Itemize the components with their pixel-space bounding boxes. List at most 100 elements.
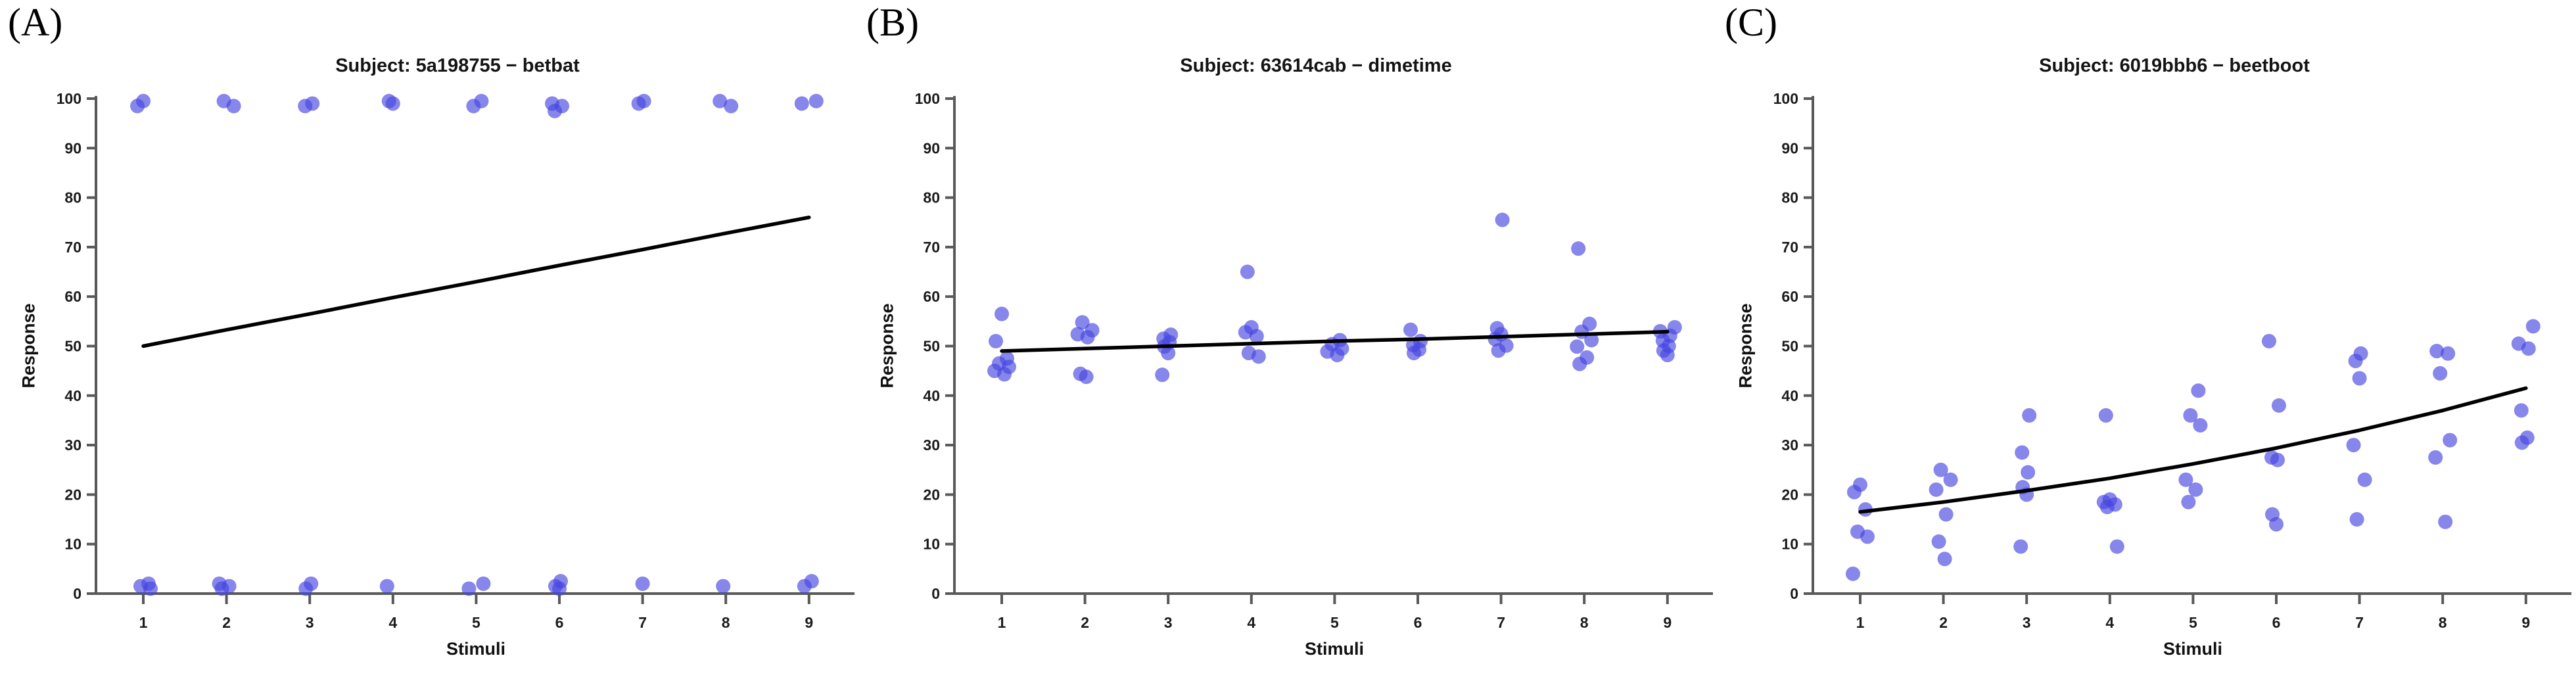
scatter-point xyxy=(2188,482,2203,497)
x-tick-label: 3 xyxy=(1164,614,1173,631)
y-tick-label: 40 xyxy=(64,387,82,404)
scatter-point xyxy=(2269,517,2283,532)
x-tick-label: 3 xyxy=(2023,614,2031,631)
scatter-point xyxy=(385,96,400,111)
scatter-point xyxy=(2357,472,2372,487)
panel-b-title: Subject: 63614cab − dimetime xyxy=(1180,55,1452,76)
x-tick-label: 1 xyxy=(998,614,1006,631)
scatter-point xyxy=(1584,333,1599,348)
scatter-point xyxy=(1938,507,1954,522)
x-tick-label: 5 xyxy=(2189,614,2197,631)
scatter-point xyxy=(2022,408,2037,423)
scatter-point xyxy=(2433,365,2448,381)
y-tick-label: 90 xyxy=(1781,139,1798,156)
y-tick-label: 80 xyxy=(1781,189,1798,206)
y-tick-label: 50 xyxy=(1781,338,1798,355)
scatter-point xyxy=(2346,438,2361,453)
y-tick-label: 70 xyxy=(1781,239,1798,256)
x-tick-label: 3 xyxy=(306,614,314,631)
scatter-point xyxy=(1491,343,1506,358)
scatter-point xyxy=(1155,367,1170,383)
y-tick-label: 100 xyxy=(915,90,940,107)
x-tick-label: 1 xyxy=(139,614,148,631)
x-tick-label: 8 xyxy=(1580,614,1589,631)
y-tick-label: 50 xyxy=(64,338,82,355)
scatter-point xyxy=(298,581,314,596)
y-tick-label: 0 xyxy=(1790,585,1798,602)
axes xyxy=(1812,96,2571,595)
scatter-point xyxy=(2514,403,2529,418)
scatter-point xyxy=(476,576,491,591)
y-axis-ticks: 0 10 20 30 40 50 60 70 80 90 100 xyxy=(57,90,96,602)
scatter-point xyxy=(2514,435,2529,450)
y-tick-label: 30 xyxy=(1781,436,1798,454)
scatter-point xyxy=(989,333,1003,348)
x-tick-label: 8 xyxy=(722,614,730,631)
scatter-point xyxy=(548,103,562,118)
scatter-point xyxy=(1572,356,1587,371)
scatter-point xyxy=(1847,484,1862,500)
y-tick-label: 60 xyxy=(923,288,940,305)
x-tick-label: 5 xyxy=(1330,614,1339,631)
data-points xyxy=(987,212,1682,385)
y-tick-label: 80 xyxy=(923,189,940,206)
panel-c-letter: (C) xyxy=(1725,1,1777,44)
panel-a-xlabel: Stimuli xyxy=(446,639,506,659)
x-tick-label: 7 xyxy=(1497,614,1505,631)
scatter-point xyxy=(1238,325,1253,340)
y-tick-label: 60 xyxy=(64,288,82,305)
scatter-point xyxy=(2021,465,2036,480)
scatter-point xyxy=(1943,472,1958,487)
scatter-point xyxy=(1240,264,1255,279)
x-axis-ticks: 1 2 3 4 5 6 7 8 9 xyxy=(998,594,1672,631)
x-tick-label: 4 xyxy=(388,614,397,631)
scatter-point xyxy=(808,93,824,108)
scatter-point xyxy=(2438,514,2453,529)
y-tick-label: 10 xyxy=(64,536,82,553)
scatter-point xyxy=(713,93,728,108)
panel-c: (C) Subject: 6019bbb6 − beetboot Respons… xyxy=(1717,0,2576,683)
panel-b-letter: (B) xyxy=(866,1,919,44)
scatter-point xyxy=(1937,552,1952,567)
scatter-point xyxy=(1079,369,1094,385)
scatter-point xyxy=(997,367,1012,382)
x-tick-label: 9 xyxy=(1663,614,1672,631)
panel-b: (B) Subject: 63614cab − dimetime Respons… xyxy=(858,0,1718,683)
scatter-point xyxy=(631,96,646,111)
scatter-point xyxy=(635,576,650,591)
scatter-point xyxy=(2441,346,2456,361)
trend-line xyxy=(1858,386,2528,514)
y-tick-label: 10 xyxy=(923,536,940,553)
trend-line xyxy=(1000,329,1670,353)
y-tick-label: 40 xyxy=(923,387,940,404)
y-tick-label: 90 xyxy=(923,139,940,156)
scatter-point xyxy=(1249,329,1264,344)
scatter-point xyxy=(2272,398,2286,413)
x-tick-label: 4 xyxy=(1247,614,1255,631)
axes xyxy=(95,96,855,595)
scatter-point xyxy=(2349,512,2364,527)
x-tick-label: 4 xyxy=(2105,614,2114,631)
y-tick-label: 100 xyxy=(1773,90,1798,107)
scatter-point xyxy=(1860,529,1875,544)
y-tick-label: 30 xyxy=(923,436,940,454)
scatter-point xyxy=(2428,450,2443,465)
scatter-point xyxy=(461,581,477,596)
y-tick-label: 60 xyxy=(1781,288,1798,305)
scatter-point xyxy=(214,581,229,596)
scatter-point xyxy=(1407,346,1421,361)
x-tick-label: 5 xyxy=(472,614,480,631)
trend-line xyxy=(141,215,811,348)
scatter-point xyxy=(2352,371,2367,386)
scatter-point xyxy=(143,581,158,596)
x-tick-label: 2 xyxy=(222,614,231,631)
scatter-point xyxy=(794,96,809,111)
scatter-point xyxy=(2270,452,2285,467)
x-tick-label: 1 xyxy=(1856,614,1865,631)
scatter-point xyxy=(2521,341,2536,356)
y-tick-label: 0 xyxy=(931,585,940,602)
y-tick-label: 20 xyxy=(64,486,82,503)
scatter-point xyxy=(2183,408,2198,423)
x-tick-label: 6 xyxy=(1414,614,1422,631)
data-points xyxy=(1846,319,2541,581)
